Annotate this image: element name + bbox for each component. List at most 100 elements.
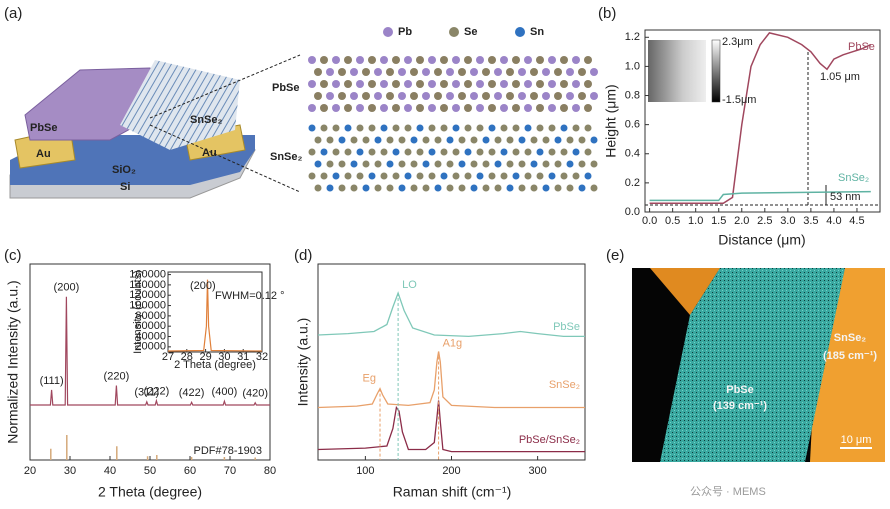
atom [560, 172, 568, 180]
atom [380, 80, 388, 88]
legend-label: Sn [530, 26, 544, 38]
x-tick-label: 1.5 [711, 215, 726, 227]
x-tick-label: 32 [256, 351, 268, 363]
atom [524, 56, 532, 64]
peak-label: A1g [443, 337, 463, 349]
atom [320, 80, 328, 88]
atom [332, 80, 340, 88]
atom [446, 92, 454, 100]
atom [350, 184, 358, 192]
atom [404, 104, 412, 112]
atom [338, 92, 346, 100]
atom [368, 124, 376, 132]
atom [398, 160, 406, 168]
data-line [30, 296, 270, 406]
atom [434, 68, 442, 76]
x-tick-label: 30 [64, 465, 76, 477]
series-label: SnSe₂ [549, 379, 580, 391]
atom [536, 172, 544, 180]
panel-label: (c) [4, 247, 22, 264]
atom [344, 104, 352, 112]
atom [584, 124, 592, 132]
atom [572, 172, 580, 180]
y-tick-label: 40000 [135, 330, 166, 342]
atom [482, 68, 490, 76]
atom [470, 68, 478, 76]
peak-label: (111) [40, 375, 64, 387]
atom [500, 172, 508, 180]
peak-label: (220) [104, 370, 130, 382]
y-axis-label: Intensity (a.u.) [295, 318, 311, 407]
pbse-region [660, 268, 845, 462]
reference-label: PDF#78-1903 [194, 445, 263, 457]
atom [356, 172, 364, 180]
y-tick-label: 0.4 [625, 148, 640, 160]
colorbar [711, 39, 721, 103]
atom [374, 68, 382, 76]
atom [470, 136, 478, 144]
atom [452, 148, 460, 156]
atom [416, 56, 424, 64]
atom [518, 68, 526, 76]
atom [356, 148, 364, 156]
atom [554, 184, 562, 192]
x-tick-label: 20 [24, 465, 36, 477]
atom [386, 184, 394, 192]
atom [434, 184, 442, 192]
atom [584, 80, 592, 88]
atom [356, 104, 364, 112]
atom [452, 172, 460, 180]
atom [308, 124, 316, 132]
atom [350, 92, 358, 100]
atom [494, 184, 502, 192]
region-label: (185 cm⁻¹) [823, 350, 877, 362]
atom [314, 68, 322, 76]
atom [566, 136, 574, 144]
y-axis-label: Height (μm) [603, 84, 619, 157]
legend-swatch [383, 27, 393, 37]
atom [500, 80, 508, 88]
atom [452, 80, 460, 88]
atom [308, 104, 316, 112]
y-tick-label: 1.0 [625, 60, 640, 72]
x-tick-label: 0.0 [642, 215, 657, 227]
atom [464, 124, 472, 132]
atom [368, 148, 376, 156]
atom [476, 80, 484, 88]
data-line [317, 351, 585, 409]
atom [362, 184, 370, 192]
atom [518, 92, 526, 100]
x-axis-label: 2 Theta (degree) [98, 484, 202, 500]
atom [416, 124, 424, 132]
atom [434, 160, 442, 168]
x-axis-label: Raman shift (cm⁻¹) [393, 484, 512, 500]
afm-inset [648, 40, 706, 102]
atom [518, 184, 526, 192]
atom [536, 104, 544, 112]
atom [440, 56, 448, 64]
atom [428, 124, 436, 132]
y-tick-label: 20000 [135, 341, 166, 353]
atom [332, 148, 340, 156]
atom [524, 172, 532, 180]
region-label: SnSe₂ [834, 332, 867, 344]
atom [368, 56, 376, 64]
atom [440, 80, 448, 88]
atom [386, 68, 394, 76]
panel-label: (a) [4, 5, 22, 22]
atom [476, 172, 484, 180]
atom [452, 56, 460, 64]
atom [458, 68, 466, 76]
atom [572, 148, 580, 156]
atom [368, 104, 376, 112]
atom [560, 124, 568, 132]
x-tick-label: 4.0 [826, 215, 841, 227]
atom [326, 68, 334, 76]
atom [470, 160, 478, 168]
atom [476, 124, 484, 132]
atom [548, 104, 556, 112]
atom [428, 148, 436, 156]
atom [494, 92, 502, 100]
atom [506, 92, 514, 100]
atom [512, 172, 520, 180]
